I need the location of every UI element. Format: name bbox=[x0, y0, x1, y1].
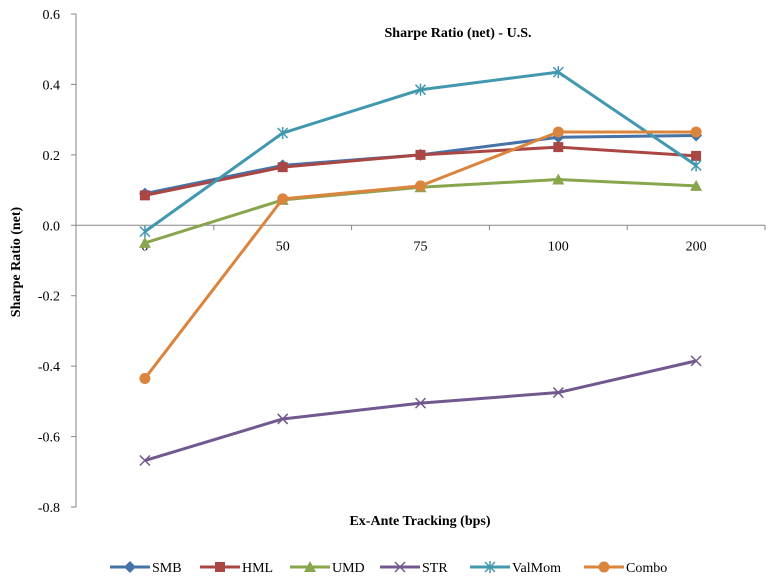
data-point-marker bbox=[598, 561, 610, 573]
legend-label: ValMom bbox=[512, 561, 561, 576]
data-point-marker bbox=[215, 562, 225, 572]
x-tick-label: 100 bbox=[548, 239, 569, 254]
legend-label: UMD bbox=[332, 561, 365, 576]
data-point-marker bbox=[277, 162, 288, 173]
y-tick-label: -0.2 bbox=[38, 290, 60, 305]
data-point-marker bbox=[394, 561, 406, 573]
y-tick-label: 0.6 bbox=[43, 8, 61, 23]
data-point-marker bbox=[277, 413, 289, 425]
data-point-marker bbox=[139, 454, 151, 467]
series-combo bbox=[139, 126, 702, 384]
series-group bbox=[138, 66, 703, 467]
legend-label: SMB bbox=[152, 561, 182, 576]
data-point-marker bbox=[690, 179, 703, 191]
x-axis-ticks: 05075100200 bbox=[75, 225, 766, 254]
data-point-marker bbox=[139, 372, 151, 384]
legend-item-smb: SMB bbox=[110, 561, 182, 576]
series-str bbox=[139, 355, 702, 467]
data-point-marker bbox=[690, 159, 702, 172]
data-point-marker bbox=[414, 83, 427, 96]
data-point-marker bbox=[139, 225, 151, 238]
data-point-marker bbox=[552, 387, 564, 399]
data-point-marker bbox=[277, 193, 289, 205]
y-tick-label: -0.8 bbox=[38, 501, 60, 516]
y-tick-label: -0.6 bbox=[38, 431, 60, 446]
legend-item-combo: Combo bbox=[584, 561, 667, 576]
y-axis-ticks: -0.8 -0.6 -0.4 -0.2 0.0 0.2 0.4 0.6 bbox=[38, 8, 76, 516]
data-point-marker bbox=[553, 142, 564, 153]
data-point-marker bbox=[415, 180, 426, 192]
legend-label: STR bbox=[422, 561, 448, 576]
series-hml bbox=[139, 142, 702, 201]
legend-label: Combo bbox=[626, 561, 667, 576]
data-point-marker bbox=[690, 355, 702, 367]
data-point-marker bbox=[552, 126, 564, 138]
y-tick-label: 0.2 bbox=[43, 149, 61, 164]
series-valmom bbox=[139, 66, 702, 238]
x-tick-label: 50 bbox=[276, 239, 290, 254]
series-line-combo bbox=[143, 130, 697, 380]
data-point-marker bbox=[691, 150, 702, 161]
legend-label: HML bbox=[242, 561, 273, 576]
data-point-marker bbox=[124, 561, 136, 573]
legend: SMB HML UMD STR ValMom Combo bbox=[110, 561, 667, 576]
data-point-marker bbox=[304, 561, 316, 572]
y-axis-title: Sharpe Ratio (net) bbox=[9, 206, 24, 317]
data-point-marker bbox=[415, 149, 426, 160]
series-line-str bbox=[144, 359, 697, 462]
x-tick-label: 200 bbox=[686, 239, 707, 254]
legend-item-hml: HML bbox=[200, 561, 273, 576]
x-tick-label: 75 bbox=[414, 239, 428, 254]
legend-item-str: STR bbox=[380, 561, 448, 576]
legend-item-valmom: ValMom bbox=[470, 561, 561, 576]
data-point-marker bbox=[414, 397, 427, 409]
y-tick-label: 0.0 bbox=[43, 219, 61, 234]
data-point-marker bbox=[552, 66, 564, 79]
legend-item-umd: UMD bbox=[290, 561, 365, 576]
data-point-marker bbox=[552, 173, 565, 185]
data-point-marker bbox=[138, 236, 151, 248]
x-axis-title: Ex-Ante Tracking (bps) bbox=[349, 514, 490, 529]
data-point-marker bbox=[277, 127, 289, 140]
chart-title: Sharpe Ratio (net) - U.S. bbox=[385, 26, 532, 41]
data-point-marker bbox=[139, 190, 150, 201]
data-point-marker bbox=[690, 126, 702, 138]
y-tick-label: 0.4 bbox=[43, 78, 61, 93]
y-tick-label: -0.4 bbox=[38, 360, 60, 375]
data-point-marker bbox=[484, 561, 496, 573]
